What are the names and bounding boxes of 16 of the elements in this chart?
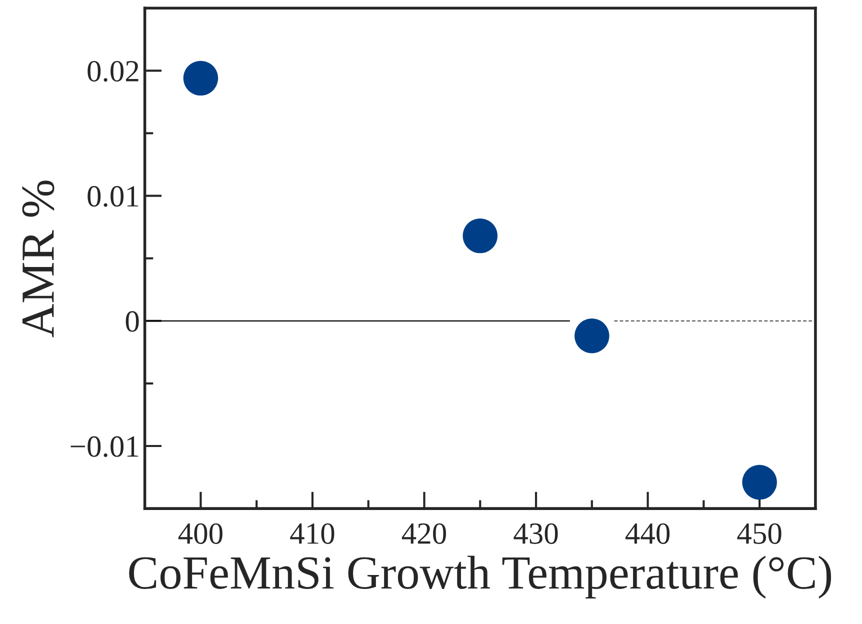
point	[574, 318, 610, 354]
y-tick-label: −0.01	[70, 436, 138, 458]
point	[742, 464, 777, 500]
point	[183, 60, 218, 96]
y-tick-label: 0.02	[88, 60, 138, 82]
y-tick-label: 0	[126, 311, 139, 332]
y-axis-title: AMR %	[22, 180, 54, 338]
x-tick-label: 440	[625, 523, 670, 544]
x-tick-label: 400	[178, 523, 222, 544]
x-tick-label: 410	[290, 523, 334, 544]
x-axis-title: CoFeMnSi Growth Temperature (°C)	[129, 556, 832, 599]
y-tick-label: 0.01	[88, 186, 138, 207]
point	[462, 218, 498, 254]
x-tick-label: 450	[737, 523, 782, 544]
x-tick-label: 430	[514, 523, 558, 544]
x-tick-label: 420	[402, 523, 446, 544]
